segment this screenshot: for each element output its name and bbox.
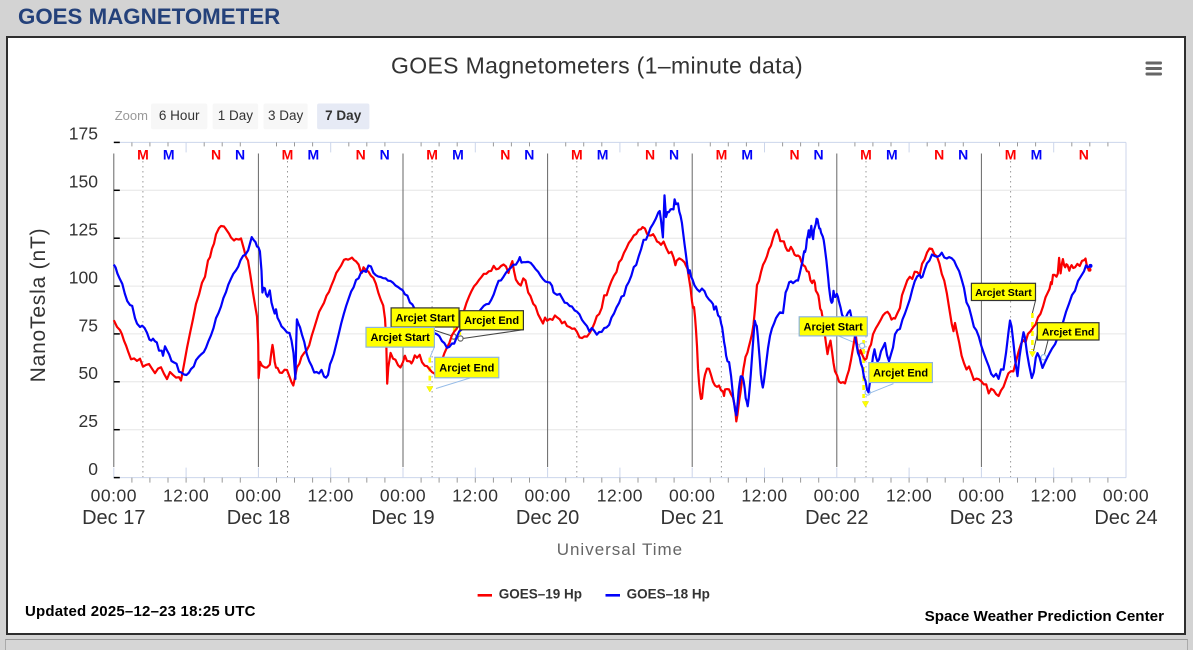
svg-text:Dec 18: Dec 18 <box>227 507 290 529</box>
svg-text:12:00: 12:00 <box>163 486 209 506</box>
svg-text:Dec 24: Dec 24 <box>1094 507 1157 529</box>
svg-text:N: N <box>669 147 679 163</box>
svg-text:Dec 23: Dec 23 <box>950 507 1013 529</box>
svg-text:GOES Magnetometers (1–minute d: GOES Magnetometers (1–minute data) <box>391 53 803 79</box>
svg-text:M: M <box>716 147 728 163</box>
svg-text:Space Weather Prediction Cente: Space Weather Prediction Center <box>925 608 1165 625</box>
svg-text:175: 175 <box>69 124 98 144</box>
svg-text:M: M <box>452 147 464 163</box>
svg-text:Dec 20: Dec 20 <box>516 507 579 529</box>
svg-text:Arcjet Start: Arcjet Start <box>371 332 431 344</box>
svg-text:M: M <box>860 147 872 163</box>
svg-text:NanoTesla (nT): NanoTesla (nT) <box>27 228 50 383</box>
svg-text:N: N <box>790 147 800 163</box>
svg-text:M: M <box>1031 147 1043 163</box>
svg-text:12:00: 12:00 <box>1031 486 1077 506</box>
svg-text:M: M <box>137 147 149 163</box>
svg-text:N: N <box>934 147 944 163</box>
svg-text:3 Day: 3 Day <box>268 108 304 123</box>
svg-text:Arcjet Start: Arcjet Start <box>975 287 1032 299</box>
svg-text:12:00: 12:00 <box>597 486 643 506</box>
svg-text:12:00: 12:00 <box>452 486 498 506</box>
svg-text:M: M <box>1005 147 1017 163</box>
svg-text:00:00: 00:00 <box>524 486 570 506</box>
svg-text:Arcjet End: Arcjet End <box>464 315 519 327</box>
svg-text:Arcjet Start: Arcjet Start <box>395 312 455 324</box>
svg-text:Dec 17: Dec 17 <box>82 507 145 529</box>
svg-text:GOES–19 Hp: GOES–19 Hp <box>499 587 582 602</box>
svg-text:N: N <box>380 147 390 163</box>
svg-text:Arcjet End: Arcjet End <box>873 368 928 380</box>
svg-text:150: 150 <box>69 172 98 192</box>
svg-text:7 Day: 7 Day <box>325 108 362 123</box>
svg-text:N: N <box>645 147 655 163</box>
svg-text:M: M <box>571 147 583 163</box>
svg-text:Updated 2025–12–23 18:25 UTC: Updated 2025–12–23 18:25 UTC <box>25 603 256 620</box>
svg-text:75: 75 <box>79 315 98 335</box>
svg-text:00:00: 00:00 <box>814 486 860 506</box>
svg-text:Arcjet End: Arcjet End <box>439 363 494 375</box>
svg-text:Universal Time: Universal Time <box>557 540 683 559</box>
svg-text:N: N <box>814 147 824 163</box>
svg-text:Dec 21: Dec 21 <box>661 507 724 529</box>
svg-text:00:00: 00:00 <box>958 486 1004 506</box>
svg-text:N: N <box>356 147 366 163</box>
svg-text:N: N <box>500 147 510 163</box>
svg-text:M: M <box>307 147 319 163</box>
svg-text:25: 25 <box>79 411 98 431</box>
svg-text:100: 100 <box>69 267 98 287</box>
svg-text:125: 125 <box>69 220 98 240</box>
svg-text:M: M <box>741 147 753 163</box>
svg-text:00:00: 00:00 <box>235 486 281 506</box>
svg-text:12:00: 12:00 <box>886 486 932 506</box>
svg-text:Dec 19: Dec 19 <box>371 507 434 529</box>
svg-text:N: N <box>211 147 221 163</box>
svg-text:0: 0 <box>88 459 98 479</box>
svg-text:12:00: 12:00 <box>308 486 354 506</box>
svg-text:N: N <box>235 147 245 163</box>
svg-text:00:00: 00:00 <box>669 486 715 506</box>
svg-text:Arcjet End: Arcjet End <box>1042 326 1095 338</box>
svg-text:M: M <box>163 147 175 163</box>
svg-text:M: M <box>597 147 609 163</box>
svg-text:12:00: 12:00 <box>741 486 787 506</box>
svg-text:00:00: 00:00 <box>1103 486 1149 506</box>
svg-text:00:00: 00:00 <box>91 486 137 506</box>
svg-text:50: 50 <box>79 363 99 383</box>
svg-text:M: M <box>886 147 898 163</box>
svg-text:GOES–18 Hp: GOES–18 Hp <box>627 587 710 602</box>
svg-text:N: N <box>1079 147 1089 163</box>
svg-text:Dec 22: Dec 22 <box>805 507 868 529</box>
svg-text:Zoom: Zoom <box>115 108 148 123</box>
svg-text:M: M <box>282 147 294 163</box>
svg-text:M: M <box>426 147 438 163</box>
svg-text:Arcjet Start: Arcjet Start <box>804 321 864 333</box>
svg-text:N: N <box>958 147 968 163</box>
svg-text:00:00: 00:00 <box>380 486 426 506</box>
svg-text:6 Hour: 6 Hour <box>159 108 200 123</box>
svg-text:N: N <box>524 147 534 163</box>
svg-text:1 Day: 1 Day <box>218 108 254 123</box>
